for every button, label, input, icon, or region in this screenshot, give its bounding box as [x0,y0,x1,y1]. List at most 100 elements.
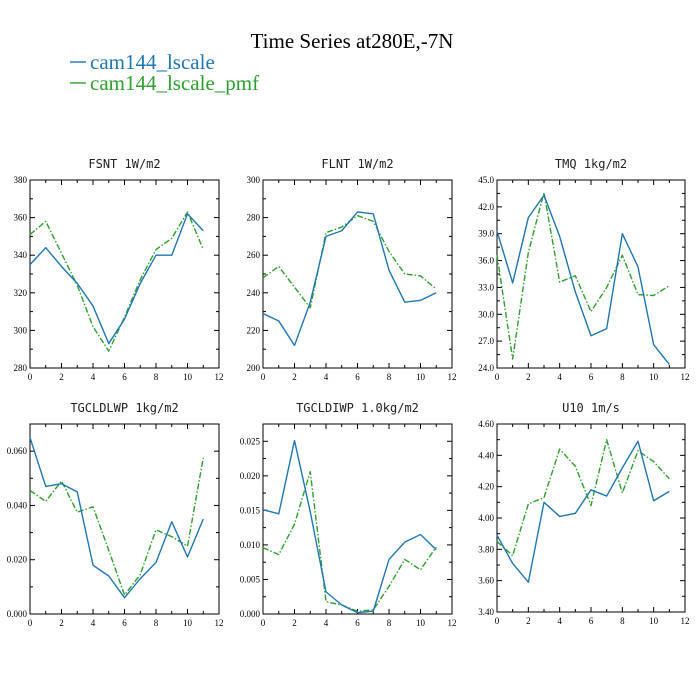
y-tick-label: 30.0 [478,309,494,319]
y-tick-label: 45.0 [478,175,494,185]
y-tick-label: 260 [247,250,261,260]
panel-4: TGCLDLWP 1kg/m2 0 2 4 6 8 10 12 0.000 0.020 0.040 0… [7,401,224,628]
y-tick-label: 42.0 [478,202,494,212]
y-tick-label: 4.00 [478,513,494,523]
y-tick-label: 3.60 [478,576,494,586]
y-tick-label: 3.80 [478,544,494,554]
y-tick-label: 0.020 [7,555,28,565]
x-tick-label: 8 [620,616,625,626]
x-tick-label: 10 [649,616,659,626]
y-tick-label: 4.40 [478,450,494,460]
x-tick-label: 0 [495,372,500,382]
x-tick-label: 8 [387,618,392,628]
panel-1: FSNT 1W/m2 0 2 4 6 8 10 12 280 300 320 340 360 380 [14,157,224,382]
panels: FSNT 1W/m20 2 4 6 8 10 12280300320340360380FLN… [7,157,690,628]
series-2-line [262,470,437,612]
x-tick-label: 12 [448,372,457,382]
panel-title: U10 1m/s [562,401,620,415]
x-tick-label: 4 [324,618,329,628]
y-tick-label: 24.0 [478,363,494,373]
x-tick-label: 6 [355,372,360,382]
x-tick-label: 6 [122,372,127,382]
x-tick-label: 10 [183,372,193,382]
x-tick-label: 4 [91,618,96,628]
y-tick-label: 380 [14,175,28,185]
x-tick-label: 0 [261,618,266,628]
y-tick-label: 340 [14,250,28,260]
y-tick-label: 240 [247,288,261,298]
x-tick-label: 2 [292,618,297,628]
series-1-line [262,211,437,347]
y-tick-label: 39.0 [478,229,494,239]
x-tick-label: 10 [649,372,659,382]
plot-frame [496,423,686,613]
series-1-line [29,213,204,345]
x-tick-label: 6 [355,618,360,628]
panel-5: TGCLDIWP 1.0kg/m2 0 2 4 6 8 10 12 0.000 0.005 0.01… [240,401,457,628]
x-tick-label: 12 [215,618,224,628]
series-2-line [496,438,670,557]
series-2-line [496,191,670,360]
series-1-line [496,440,670,583]
x-tick-label: 8 [154,372,159,382]
y-tick-label: 4.60 [478,419,494,429]
x-tick-label: 2 [526,372,531,382]
y-tick-label: 0.000 [7,609,28,619]
series-1-line [496,194,670,365]
x-tick-label: 4 [557,616,562,626]
panel-title: TGCLDIWP 1.0kg/m2 [296,401,419,415]
x-tick-label: 4 [91,372,96,382]
x-tick-label: 12 [681,616,690,626]
y-tick-label: 0.015 [240,505,261,515]
plot-frame [29,423,220,615]
y-tick-label: 3.40 [478,607,494,617]
y-tick-label: 300 [247,175,261,185]
x-tick-label: 6 [122,618,127,628]
y-tick-label: 0.060 [7,446,28,456]
x-tick-label: 8 [387,372,392,382]
x-tick-label: 2 [526,616,531,626]
x-tick-label: 12 [681,372,690,382]
y-tick-label: 280 [14,363,28,373]
x-tick-label: 2 [292,372,297,382]
x-tick-label: 0 [261,372,266,382]
x-tick-label: 10 [183,618,193,628]
panel-6: U10 1m/s 0 2 4 6 8 10 12 3.40 3.60 3.80 4.00 4.20 4.4… [478,401,689,626]
x-tick-label: 0 [495,616,500,626]
x-tick-label: 4 [557,372,562,382]
legend: cam144_lscale cam144_lscale_pmf [70,50,259,95]
y-tick-label: 4.20 [478,482,494,492]
figure-title: Time Series at280E,-7N [251,29,454,53]
panel-title: TGCLDLWP 1kg/m2 [70,401,178,415]
series-2-line [29,211,204,352]
x-tick-label: 10 [416,372,426,382]
x-tick-label: 2 [59,372,64,382]
series-1-line [262,439,437,614]
y-tick-label: 220 [247,325,261,335]
x-tick-label: 12 [448,618,457,628]
x-tick-label: 8 [154,618,159,628]
panel-title: FLNT 1W/m2 [321,157,393,171]
panel-title: FSNT 1W/m2 [88,157,160,171]
y-tick-label: 0.000 [240,609,261,619]
plot-frame [496,179,686,369]
x-tick-label: 6 [589,372,594,382]
panel-3: TMQ 1kg/m2 0 2 4 6 8 10 12 24.0 27.0 30.0 33.0 36.0 3… [478,157,689,382]
x-tick-label: 4 [324,372,329,382]
x-tick-label: 0 [28,618,33,628]
x-tick-label: 6 [589,616,594,626]
y-tick-label: 200 [247,363,261,373]
legend-label-2: cam144_lscale_pmf [90,71,259,95]
y-tick-label: 280 [247,213,261,223]
y-tick-label: 36.0 [478,256,494,266]
series-1-line [29,437,204,599]
y-tick-label: 320 [14,288,28,298]
y-tick-label: 0.025 [240,436,261,446]
plot-frame [29,179,220,369]
y-tick-label: 0.005 [240,574,261,584]
x-tick-label: 10 [416,618,426,628]
legend-label-1: cam144_lscale [90,50,215,74]
x-tick-label: 0 [28,372,33,382]
x-tick-label: 2 [59,618,64,628]
